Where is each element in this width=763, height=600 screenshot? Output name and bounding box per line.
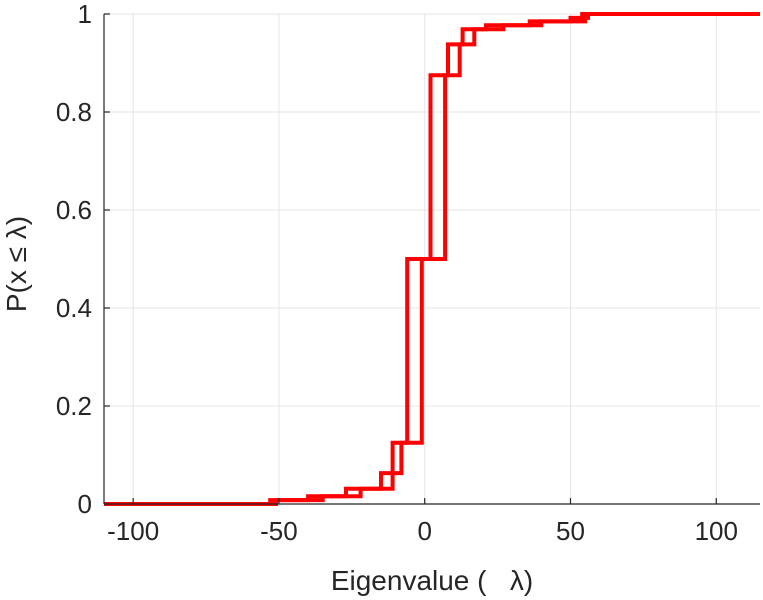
series-layer — [104, 12, 760, 506]
x-tick-label: 0 — [417, 516, 431, 546]
x-tick-label: -50 — [260, 516, 298, 546]
y-tick-label: 1 — [78, 0, 92, 29]
x-axis-label: Eigenvalue ( λ) — [331, 565, 533, 596]
y-tick-label: 0 — [78, 489, 92, 519]
y-tick-label: 0.2 — [56, 391, 92, 421]
cdf-series-line-2 — [104, 12, 760, 506]
tick-labels: -100 -50 0 50 100 0 0.2 0.4 0.6 0.8 1 — [56, 0, 738, 546]
y-tick-label: 0.4 — [56, 293, 92, 323]
x-tick-label: 100 — [695, 516, 738, 546]
y-tick-label: 0.6 — [56, 195, 92, 225]
y-tick-label: 0.8 — [56, 97, 92, 127]
y-axis-label: P(x ≤ λ) — [1, 216, 32, 312]
axes — [103, 13, 760, 505]
x-tick-label: -100 — [107, 516, 159, 546]
x-tick-label: 50 — [556, 516, 585, 546]
